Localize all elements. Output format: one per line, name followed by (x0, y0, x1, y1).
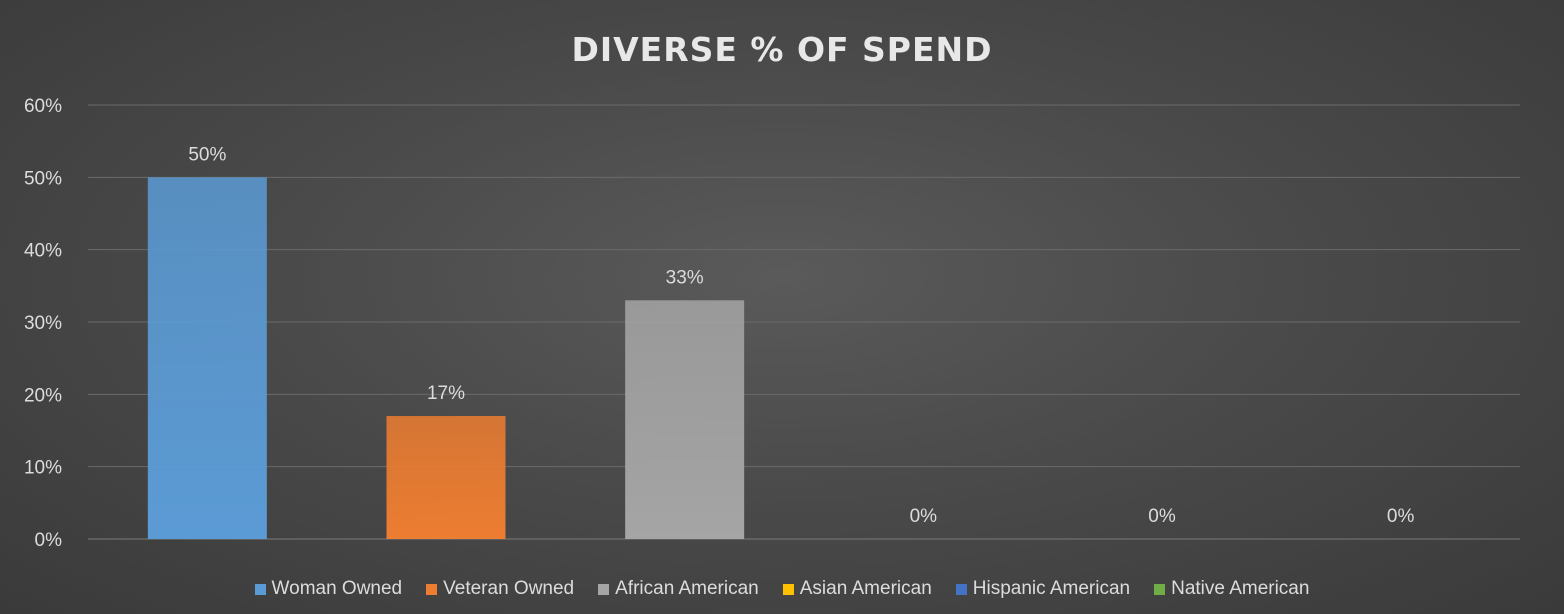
legend-item: Veteran Owned (426, 578, 574, 600)
data-label: 17% (427, 383, 465, 404)
legend-label: African American (615, 578, 759, 599)
chart-title: DIVERSE % OF SPEND (571, 30, 993, 69)
legend-swatch (782, 583, 794, 595)
y-tick-label: 60% (24, 96, 62, 117)
legend-label: Veteran Owned (443, 578, 575, 599)
y-tick-label: 10% (24, 458, 62, 479)
data-label: 0% (1387, 506, 1415, 527)
legend-swatch (254, 583, 266, 595)
data-label: 50% (188, 144, 226, 165)
y-tick-label: 40% (24, 241, 62, 262)
legend-item: African American (598, 578, 759, 600)
y-tick-label: 0% (35, 530, 63, 551)
legend-label: Native American (1171, 578, 1310, 599)
legend-item: Hispanic American (955, 578, 1131, 600)
data-label: 0% (910, 506, 938, 527)
legend: Woman Owned Veteran Owned African American… (0, 578, 1564, 600)
data-label: 33% (666, 267, 704, 288)
legend-label: Woman Owned (271, 578, 403, 599)
legend-item: Native American (1154, 578, 1309, 600)
y-tick-label: 20% (24, 385, 62, 406)
bar-veteran-owned (386, 416, 506, 539)
legend-label: Hispanic American (972, 578, 1131, 599)
legend-item: Asian American (782, 578, 932, 600)
y-tick-label: 30% (24, 313, 62, 334)
y-tick-label: 50% (24, 168, 62, 189)
bar-african-american (625, 300, 745, 539)
legend-swatch (426, 583, 438, 595)
legend-item: Woman Owned (254, 578, 403, 600)
bar-woman-owned (147, 177, 267, 540)
legend-swatch (955, 583, 967, 595)
legend-swatch (1154, 583, 1166, 595)
legend-swatch (598, 583, 610, 595)
data-label: 0% (1148, 506, 1176, 527)
legend-label: Asian American (799, 578, 932, 599)
